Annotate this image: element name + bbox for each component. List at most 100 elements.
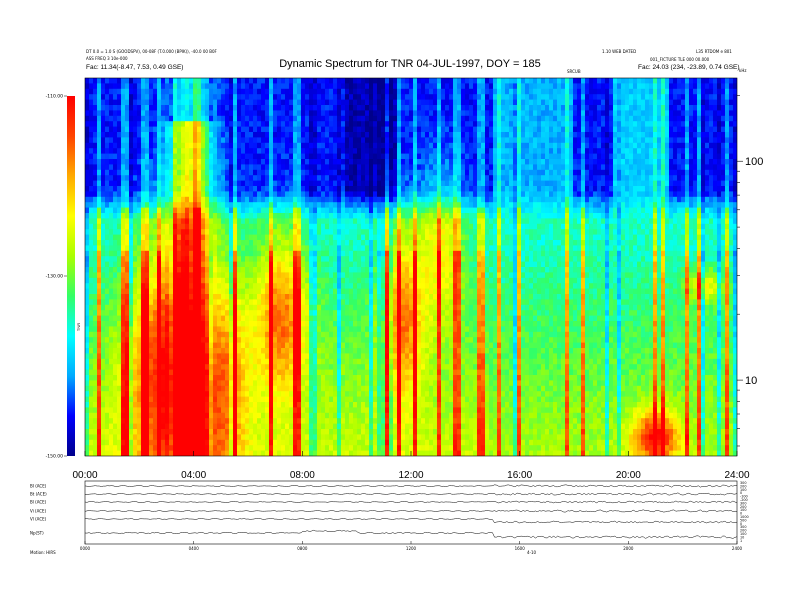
spectrogram-cell bbox=[365, 196, 370, 203]
spectrogram-cell bbox=[269, 191, 274, 198]
spectrogram-cell bbox=[337, 88, 342, 95]
spectrogram-cell bbox=[297, 364, 302, 370]
spectrogram-cell bbox=[341, 369, 346, 376]
spectrogram-cell bbox=[265, 105, 270, 111]
spectrogram-cell bbox=[281, 229, 286, 235]
spectrogram-cell bbox=[225, 310, 230, 316]
spectrogram-cell bbox=[125, 137, 130, 144]
spectrogram-cell bbox=[285, 450, 290, 456]
spectrogram-cell bbox=[137, 337, 142, 343]
spectrogram-cell bbox=[181, 342, 186, 349]
spectrogram-cell bbox=[121, 331, 126, 338]
spectrogram-cell bbox=[329, 326, 334, 333]
spectrogram-cell bbox=[165, 304, 170, 311]
spectrogram-cell bbox=[369, 99, 374, 106]
spectrogram-cell bbox=[365, 148, 370, 154]
spectrogram-cell bbox=[285, 78, 290, 84]
spectrogram-cell bbox=[353, 191, 358, 198]
spectrogram-cell bbox=[113, 337, 118, 343]
spectrogram-cell bbox=[229, 304, 234, 311]
spectrogram-cell bbox=[105, 380, 110, 387]
spectrogram-cell bbox=[221, 450, 226, 456]
spectrogram-cell bbox=[233, 153, 238, 160]
spectrogram-cell bbox=[333, 450, 338, 456]
spectrogram-cell bbox=[85, 137, 90, 144]
spectrogram-cell bbox=[205, 315, 210, 322]
spectrogram-cell bbox=[125, 402, 130, 408]
spectrogram-cell bbox=[101, 186, 106, 192]
spectrogram-cell bbox=[109, 196, 114, 203]
spectrogram-cell bbox=[161, 164, 166, 171]
spectrogram-cell bbox=[145, 175, 150, 181]
spectrogram-cell bbox=[177, 126, 182, 133]
spectrogram-cell bbox=[329, 337, 334, 343]
spectrogram-cell bbox=[349, 250, 354, 257]
spectrogram-cell bbox=[329, 142, 334, 149]
spectrogram-cell bbox=[265, 407, 270, 414]
spectrogram-cell bbox=[193, 218, 198, 225]
spectrogram-cell bbox=[289, 202, 294, 208]
spectrogram-cell bbox=[285, 407, 290, 414]
spectrogram-cell bbox=[261, 283, 266, 289]
spectrogram-cell bbox=[361, 115, 366, 122]
spectrogram-cell bbox=[361, 99, 366, 106]
spectrogram-cell bbox=[233, 223, 238, 230]
spectrogram-cell bbox=[293, 434, 298, 441]
spectrogram-cell bbox=[209, 396, 214, 403]
fac-right: Fac: 24.03 (234, -23.89, 0.74 GSE) bbox=[638, 64, 740, 71]
spectrogram-cell bbox=[245, 218, 250, 225]
spectrogram-cell bbox=[337, 159, 342, 165]
spectrogram-cell bbox=[329, 402, 334, 408]
spectrogram-cell bbox=[245, 391, 250, 397]
spectrogram-cell bbox=[145, 439, 150, 446]
spectrogram-cell bbox=[337, 223, 342, 230]
spectrogram-cell bbox=[225, 331, 230, 338]
spectrogram-cell bbox=[173, 337, 178, 343]
spectrogram-cell bbox=[85, 191, 90, 198]
spectrogram-cell bbox=[361, 450, 366, 456]
spectrogram-cell bbox=[129, 207, 134, 214]
spectrogram-cell bbox=[189, 391, 194, 397]
spectrogram-cell bbox=[309, 142, 314, 149]
spectrogram-cell bbox=[285, 412, 290, 419]
spectrogram-cell bbox=[121, 94, 126, 100]
spectrogram-cell bbox=[285, 218, 290, 225]
spectrogram-cell bbox=[317, 148, 322, 154]
spectrogram-cell bbox=[305, 105, 310, 111]
spectrogram-cell bbox=[225, 402, 230, 408]
spectrogram-cell bbox=[341, 277, 346, 284]
spectrogram-cell bbox=[245, 105, 250, 111]
spectrogram-cell bbox=[353, 391, 358, 397]
spectrogram-cell bbox=[293, 294, 298, 300]
spectrogram-cell bbox=[321, 207, 326, 214]
spectrogram-cell bbox=[117, 191, 122, 198]
spectrogram-cell bbox=[309, 294, 314, 300]
spectrogram-cell bbox=[125, 164, 130, 171]
spectrogram-cell bbox=[145, 304, 150, 311]
spectrogram-cell bbox=[121, 353, 126, 360]
spectrogram-cell bbox=[193, 83, 198, 90]
spectrogram-cell bbox=[177, 261, 182, 268]
spectrogram-cell bbox=[221, 256, 226, 262]
spectrogram-cell bbox=[201, 83, 206, 90]
spectrogram-cell bbox=[213, 364, 218, 370]
spectrogram-cell bbox=[253, 223, 258, 230]
spectrogram-cell bbox=[109, 218, 114, 225]
spectrogram-cell bbox=[325, 94, 330, 100]
spectrogram-cell bbox=[109, 99, 114, 106]
spectrogram-cell bbox=[173, 396, 178, 403]
spectrogram-cell bbox=[153, 94, 158, 100]
spectrogram-cell bbox=[105, 137, 110, 144]
spectrogram-cell bbox=[189, 229, 194, 235]
spectrogram-cell bbox=[97, 385, 102, 392]
spectrogram-cell bbox=[321, 245, 326, 252]
spectrogram-cell bbox=[321, 418, 326, 424]
spectrogram-cell bbox=[193, 380, 198, 387]
spectrogram-cell bbox=[157, 240, 162, 246]
spectrogram-cell bbox=[205, 115, 210, 122]
spectrogram-cell bbox=[185, 331, 190, 338]
spectrogram-cell bbox=[349, 186, 354, 192]
spectrogram-cell bbox=[361, 331, 366, 338]
spectrogram-cell bbox=[365, 391, 370, 397]
spectrogram-cell bbox=[249, 142, 254, 149]
